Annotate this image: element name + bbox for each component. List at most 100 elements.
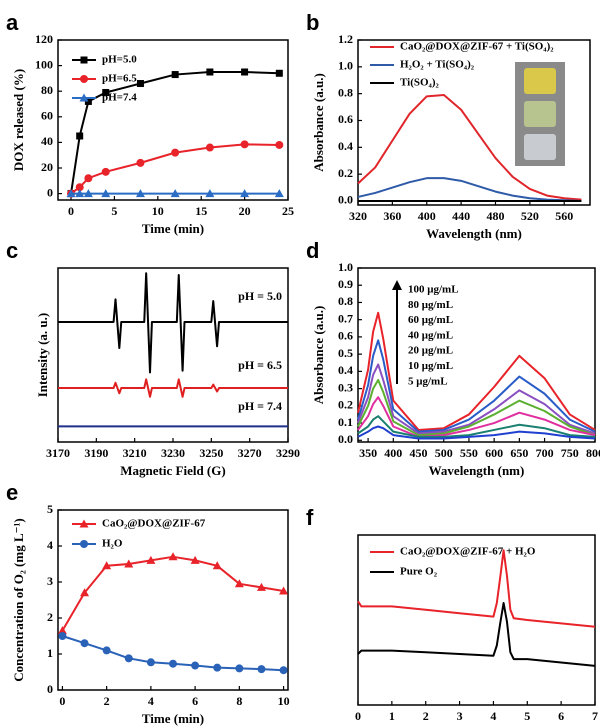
panel-letter: f [306, 505, 314, 530]
vial [524, 68, 556, 94]
marker [234, 579, 244, 588]
y-tick-label: 0.2 [338, 398, 353, 412]
marker [102, 88, 110, 96]
vial [524, 134, 556, 160]
marker [274, 189, 284, 198]
x-tick-label: 1 [389, 709, 395, 723]
marker [146, 658, 155, 667]
x-tick-label: 3170 [46, 446, 70, 460]
x-tick-label: 4 [148, 694, 154, 708]
marker [57, 626, 67, 635]
legend-label: 100 μg/mL [408, 284, 459, 296]
x-tick-label: 3190 [84, 446, 108, 460]
x-tick-label: 3290 [276, 446, 300, 460]
x-tick-label: 800 [586, 446, 600, 460]
x-tick-label: 5 [111, 204, 117, 218]
marker [205, 143, 214, 152]
series-line [58, 378, 288, 398]
y-axis-label: Intensity (a. u.) [35, 313, 50, 398]
series-line [58, 272, 288, 374]
y-tick-label: 5 [47, 502, 53, 516]
x-tick-label: 4 [490, 709, 496, 723]
concentration-arrow [392, 280, 402, 384]
panel-letter: c [6, 238, 18, 263]
y-tick-label: 0.9 [338, 277, 353, 291]
y-tick-label: 3 [47, 574, 53, 588]
marker [101, 189, 111, 198]
y-axis-label: Concentration of O₂ (mg L⁻¹) [11, 518, 26, 681]
y-tick-label: 0.0 [338, 193, 353, 207]
x-tick-label: 8 [236, 694, 242, 708]
y-tick-label: 100 [35, 57, 53, 71]
marker [191, 661, 200, 670]
y-tick-label: 0 [47, 682, 53, 696]
series-label: pH = 5.0 [238, 289, 282, 303]
y-tick-label: 0.2 [338, 166, 353, 180]
x-axis-label: Time (min) [142, 711, 204, 726]
x-axis-label: Magnetic Field (G) [120, 463, 225, 478]
series-line [357, 425, 596, 440]
series-line [357, 415, 596, 438]
plot-frame [357, 534, 596, 706]
x-tick-label: 3270 [238, 446, 262, 460]
series-line [61, 555, 284, 632]
y-tick-label: 0.4 [338, 139, 353, 153]
marker [240, 189, 250, 198]
series-line [357, 94, 582, 201]
x-tick-label: 440 [452, 209, 470, 223]
marker [170, 189, 180, 198]
x-tick-label: 7 [592, 709, 598, 723]
marker [101, 167, 110, 176]
marker [169, 659, 177, 668]
x-tick-label: 0 [355, 709, 361, 723]
marker [80, 75, 88, 83]
x-tick-label: 480 [486, 209, 504, 223]
x-axis-label: Wavelength (nm) [426, 226, 522, 241]
marker [279, 586, 289, 595]
y-tick-label: 60 [41, 109, 53, 123]
marker [190, 555, 200, 564]
x-tick-label: 6 [558, 709, 564, 723]
marker [136, 158, 145, 167]
legend-label: CaO₂@DOX@ZIF-67 + H₂O [400, 546, 536, 558]
y-tick-label: 40 [41, 134, 53, 148]
series-line [357, 549, 596, 628]
y-tick-label: 4 [47, 538, 53, 552]
marker [146, 555, 156, 564]
panel-letter: a [6, 10, 19, 35]
series-label: pH = 7.4 [238, 399, 282, 413]
panel-letter: d [306, 238, 319, 263]
y-axis-label: DOX released (%) [11, 69, 26, 171]
marker [275, 140, 284, 149]
y-tick-label: 0.6 [338, 112, 353, 126]
y-tick-label: 0.8 [338, 85, 353, 99]
series-line [357, 602, 596, 667]
y-tick-label: 0.5 [338, 346, 353, 360]
marker [256, 582, 266, 591]
marker [257, 665, 266, 674]
x-tick-label: 20 [239, 204, 251, 218]
marker [79, 93, 89, 102]
series-line [357, 339, 596, 433]
y-tick-label: 1.0 [338, 260, 353, 274]
plot-frame [357, 267, 596, 443]
series-line [357, 311, 596, 431]
x-tick-label: 500 [435, 446, 453, 460]
legend-label: Ti(SO₄)₂ [400, 77, 439, 89]
x-tick-label: 2 [104, 694, 110, 708]
legend-label: CaO₂@DOX@ZIF-67 + Ti(SO₄)₂ [400, 41, 554, 53]
y-tick-label: 120 [35, 32, 53, 46]
vial-inset [515, 62, 565, 166]
y-tick-label: 0.7 [338, 311, 353, 325]
legend-label: CaO₂@DOX@ZIF-67 [102, 518, 206, 530]
marker [79, 519, 89, 528]
x-tick-label: 10 [152, 204, 164, 218]
marker [84, 174, 93, 183]
plot-frame [57, 39, 289, 201]
x-tick-label: 0 [59, 694, 65, 708]
marker [102, 561, 112, 570]
marker [75, 183, 84, 192]
marker [80, 56, 88, 64]
x-tick-label: 400 [384, 446, 402, 460]
